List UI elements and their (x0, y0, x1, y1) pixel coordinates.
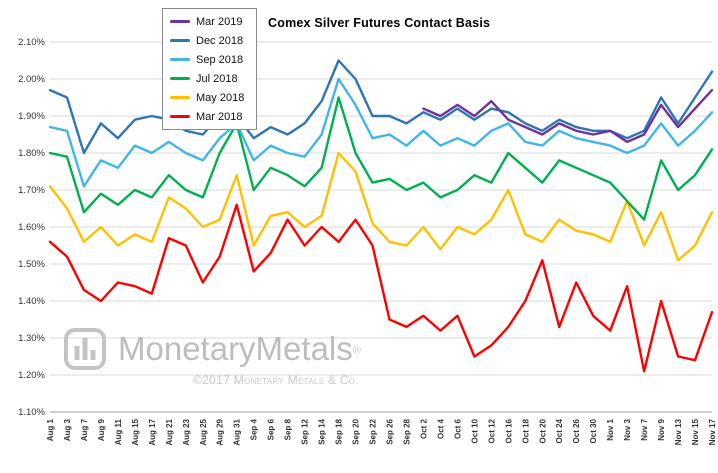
series-line-sep-2018 (48, 77, 714, 188)
registered-mark: ® (352, 344, 361, 357)
legend-swatch-mar-2018 (170, 115, 190, 118)
monetary-metals-logo-icon (64, 328, 106, 370)
svg-text:Nov 1: Nov 1 (606, 418, 615, 440)
svg-text:Oct 6: Oct 6 (453, 418, 462, 439)
legend-swatch-mar-2019 (170, 20, 190, 23)
svg-text:Sep 18: Sep 18 (335, 418, 344, 444)
svg-text:1.80%: 1.80% (18, 148, 45, 159)
svg-text:Aug 31: Aug 31 (233, 418, 242, 445)
legend-item-jul-2018: Jul 2018 (170, 71, 244, 86)
svg-text:1.20%: 1.20% (18, 370, 45, 381)
chart-legend: Mar 2019 Dec 2018 Sep 2018 Jul 2018 May 2018… (162, 8, 258, 130)
legend-label-mar-2019: Mar 2019 (196, 15, 243, 28)
svg-text:Oct 26: Oct 26 (572, 418, 581, 443)
chart-title: Comex Silver Futures Contact Basis (268, 16, 491, 30)
svg-text:Sep 22: Sep 22 (369, 418, 378, 444)
legend-item-sep-2018: Sep 2018 (170, 52, 244, 67)
svg-text:Aug 21: Aug 21 (165, 418, 174, 445)
svg-text:1.40%: 1.40% (18, 296, 45, 307)
legend-label-sep-2018: Sep 2018 (196, 53, 244, 66)
svg-text:Oct 4: Oct 4 (436, 418, 445, 439)
svg-text:Sep 28: Sep 28 (402, 418, 411, 444)
svg-text:1.10%: 1.10% (18, 407, 45, 418)
series-line-mar-2018 (48, 203, 714, 373)
legend-swatch-dec-2018 (170, 39, 190, 42)
svg-text:Aug 11: Aug 11 (114, 418, 123, 445)
series-line-may-2018 (48, 151, 714, 262)
svg-text:1.60%: 1.60% (18, 222, 45, 233)
svg-text:Sep 14: Sep 14 (318, 418, 327, 444)
svg-text:Aug 15: Aug 15 (131, 418, 140, 445)
svg-text:Nov 15: Nov 15 (691, 418, 700, 445)
legend-swatch-sep-2018 (170, 58, 190, 61)
series-line-jul-2018 (48, 96, 714, 221)
svg-text:Aug 7: Aug 7 (80, 418, 89, 441)
svg-text:Aug 3: Aug 3 (63, 418, 72, 441)
svg-text:Nov 9: Nov 9 (657, 418, 666, 440)
legend-item-mar-2019: Mar 2019 (170, 14, 244, 29)
svg-text:Oct 16: Oct 16 (504, 418, 513, 443)
svg-text:1.70%: 1.70% (18, 185, 45, 196)
legend-label-jul-2018: Jul 2018 (196, 72, 238, 85)
watermark: MonetaryMetals® ©2017 Monetary Metals & … (62, 326, 482, 387)
svg-text:Aug 23: Aug 23 (182, 418, 191, 445)
watermark-brand: MonetaryMetals (118, 330, 353, 367)
svg-text:1.50%: 1.50% (18, 259, 45, 270)
svg-text:Aug 9: Aug 9 (97, 418, 106, 441)
legend-label-may-2018: May 2018 (196, 91, 245, 104)
svg-text:Aug 17: Aug 17 (148, 418, 157, 445)
svg-text:Aug 1: Aug 1 (46, 418, 55, 441)
svg-text:Oct 20: Oct 20 (538, 418, 547, 443)
svg-text:1.30%: 1.30% (18, 333, 45, 344)
svg-text:Sep 8: Sep 8 (284, 418, 293, 440)
svg-text:1.90%: 1.90% (18, 111, 45, 122)
series-line-mar-2019 (422, 88, 714, 144)
svg-text:Nov 7: Nov 7 (640, 418, 649, 440)
legend-label-mar-2018: Mar 2018 (196, 110, 243, 123)
svg-text:Sep 4: Sep 4 (250, 418, 259, 440)
svg-text:2.00%: 2.00% (18, 74, 45, 85)
watermark-caption: ©2017 Monetary Metals & Co. (193, 373, 359, 387)
legend-item-may-2018: May 2018 (170, 90, 244, 105)
svg-text:Sep 6: Sep 6 (267, 418, 276, 440)
legend-item-mar-2018: Mar 2018 (170, 109, 244, 124)
svg-text:Aug 25: Aug 25 (199, 418, 208, 445)
svg-text:Nov 17: Nov 17 (708, 418, 717, 445)
svg-text:Aug 29: Aug 29 (216, 418, 225, 445)
svg-text:Sep 26: Sep 26 (385, 418, 394, 444)
legend-swatch-may-2018 (170, 96, 190, 99)
svg-text:Oct 30: Oct 30 (589, 418, 598, 443)
svg-text:Oct 12: Oct 12 (487, 418, 496, 443)
svg-text:Sep 20: Sep 20 (352, 418, 361, 444)
legend-label-dec-2018: Dec 2018 (196, 34, 244, 47)
svg-text:Oct 10: Oct 10 (470, 418, 479, 443)
svg-text:2.10%: 2.10% (18, 37, 45, 48)
svg-text:Oct 24: Oct 24 (555, 418, 564, 443)
legend-item-dec-2018: Dec 2018 (170, 33, 244, 48)
svg-text:Nov 3: Nov 3 (623, 418, 632, 440)
svg-text:Sep 12: Sep 12 (301, 418, 310, 444)
svg-text:Oct 18: Oct 18 (521, 418, 530, 443)
series-line-dec-2018 (48, 59, 714, 155)
legend-swatch-jul-2018 (170, 77, 190, 80)
svg-text:Nov 13: Nov 13 (674, 418, 683, 445)
svg-text:Oct 2: Oct 2 (419, 418, 428, 439)
